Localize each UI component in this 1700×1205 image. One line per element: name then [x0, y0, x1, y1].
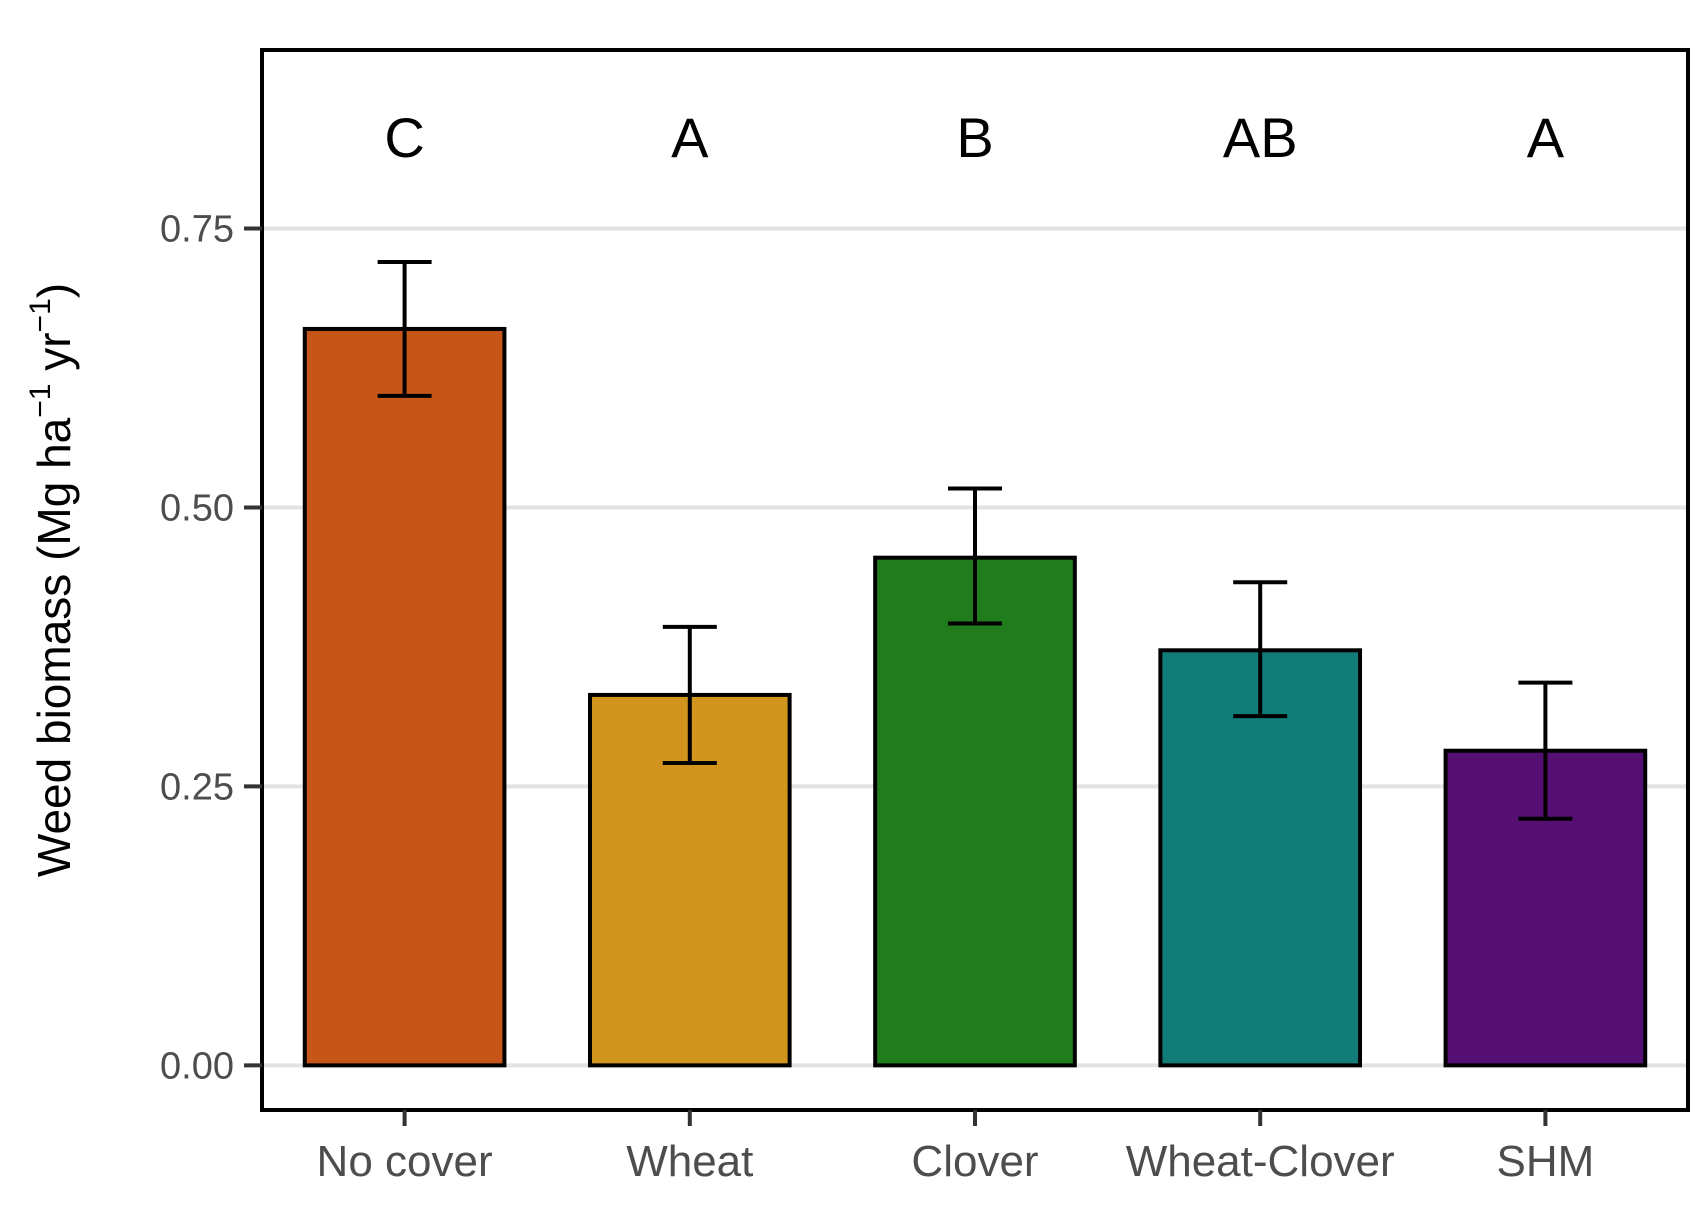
y-axis-ticks: 0.00 0.25 0.50 0.75 [160, 209, 262, 1087]
y-axis-title-main: Weed biomass (Mg ha [28, 417, 80, 877]
significance-letter: A [671, 106, 709, 169]
bar-no-cover [302, 326, 507, 1068]
bar-clover [873, 555, 1077, 1068]
x-tick-label: Clover [911, 1137, 1038, 1186]
error-bar [662, 624, 717, 765]
y-axis-title: Weed biomass (Mg ha−1 yr−1) [24, 283, 80, 877]
x-tick-label: SHM [1497, 1137, 1595, 1186]
x-tick-label: Wheat [626, 1137, 753, 1186]
y-axis-title-sup-1: −1 [24, 384, 57, 418]
bar-wheat-clover [1158, 648, 1363, 1068]
y-axis-title-sup-2: −1 [24, 298, 57, 332]
y-tick-label: 0.75 [160, 209, 234, 251]
significance-letter: AB [1223, 106, 1298, 169]
error-bar [1518, 680, 1573, 821]
significance-letters: C A B AB A [384, 106, 1564, 169]
y-tick-label: 0.00 [160, 1045, 234, 1087]
y-axis-title-mid: yr [28, 332, 80, 383]
error-bar [377, 260, 432, 398]
y-axis-title-end: ) [28, 283, 80, 298]
x-tick-label: No cover [317, 1137, 493, 1186]
error-bars [377, 260, 1573, 821]
y-tick-label: 0.50 [160, 487, 234, 529]
error-bar [948, 486, 1002, 626]
significance-letter: C [384, 106, 424, 169]
significance-letter: B [956, 106, 993, 169]
error-bar [1233, 580, 1288, 719]
x-tick-label: Wheat-Clover [1126, 1137, 1395, 1186]
x-axis-labels: No cover Wheat Clover Wheat-Clover SHM [317, 1110, 1595, 1186]
significance-letter: A [1527, 106, 1565, 169]
bars [302, 326, 1648, 1068]
y-tick-label: 0.25 [160, 766, 234, 808]
